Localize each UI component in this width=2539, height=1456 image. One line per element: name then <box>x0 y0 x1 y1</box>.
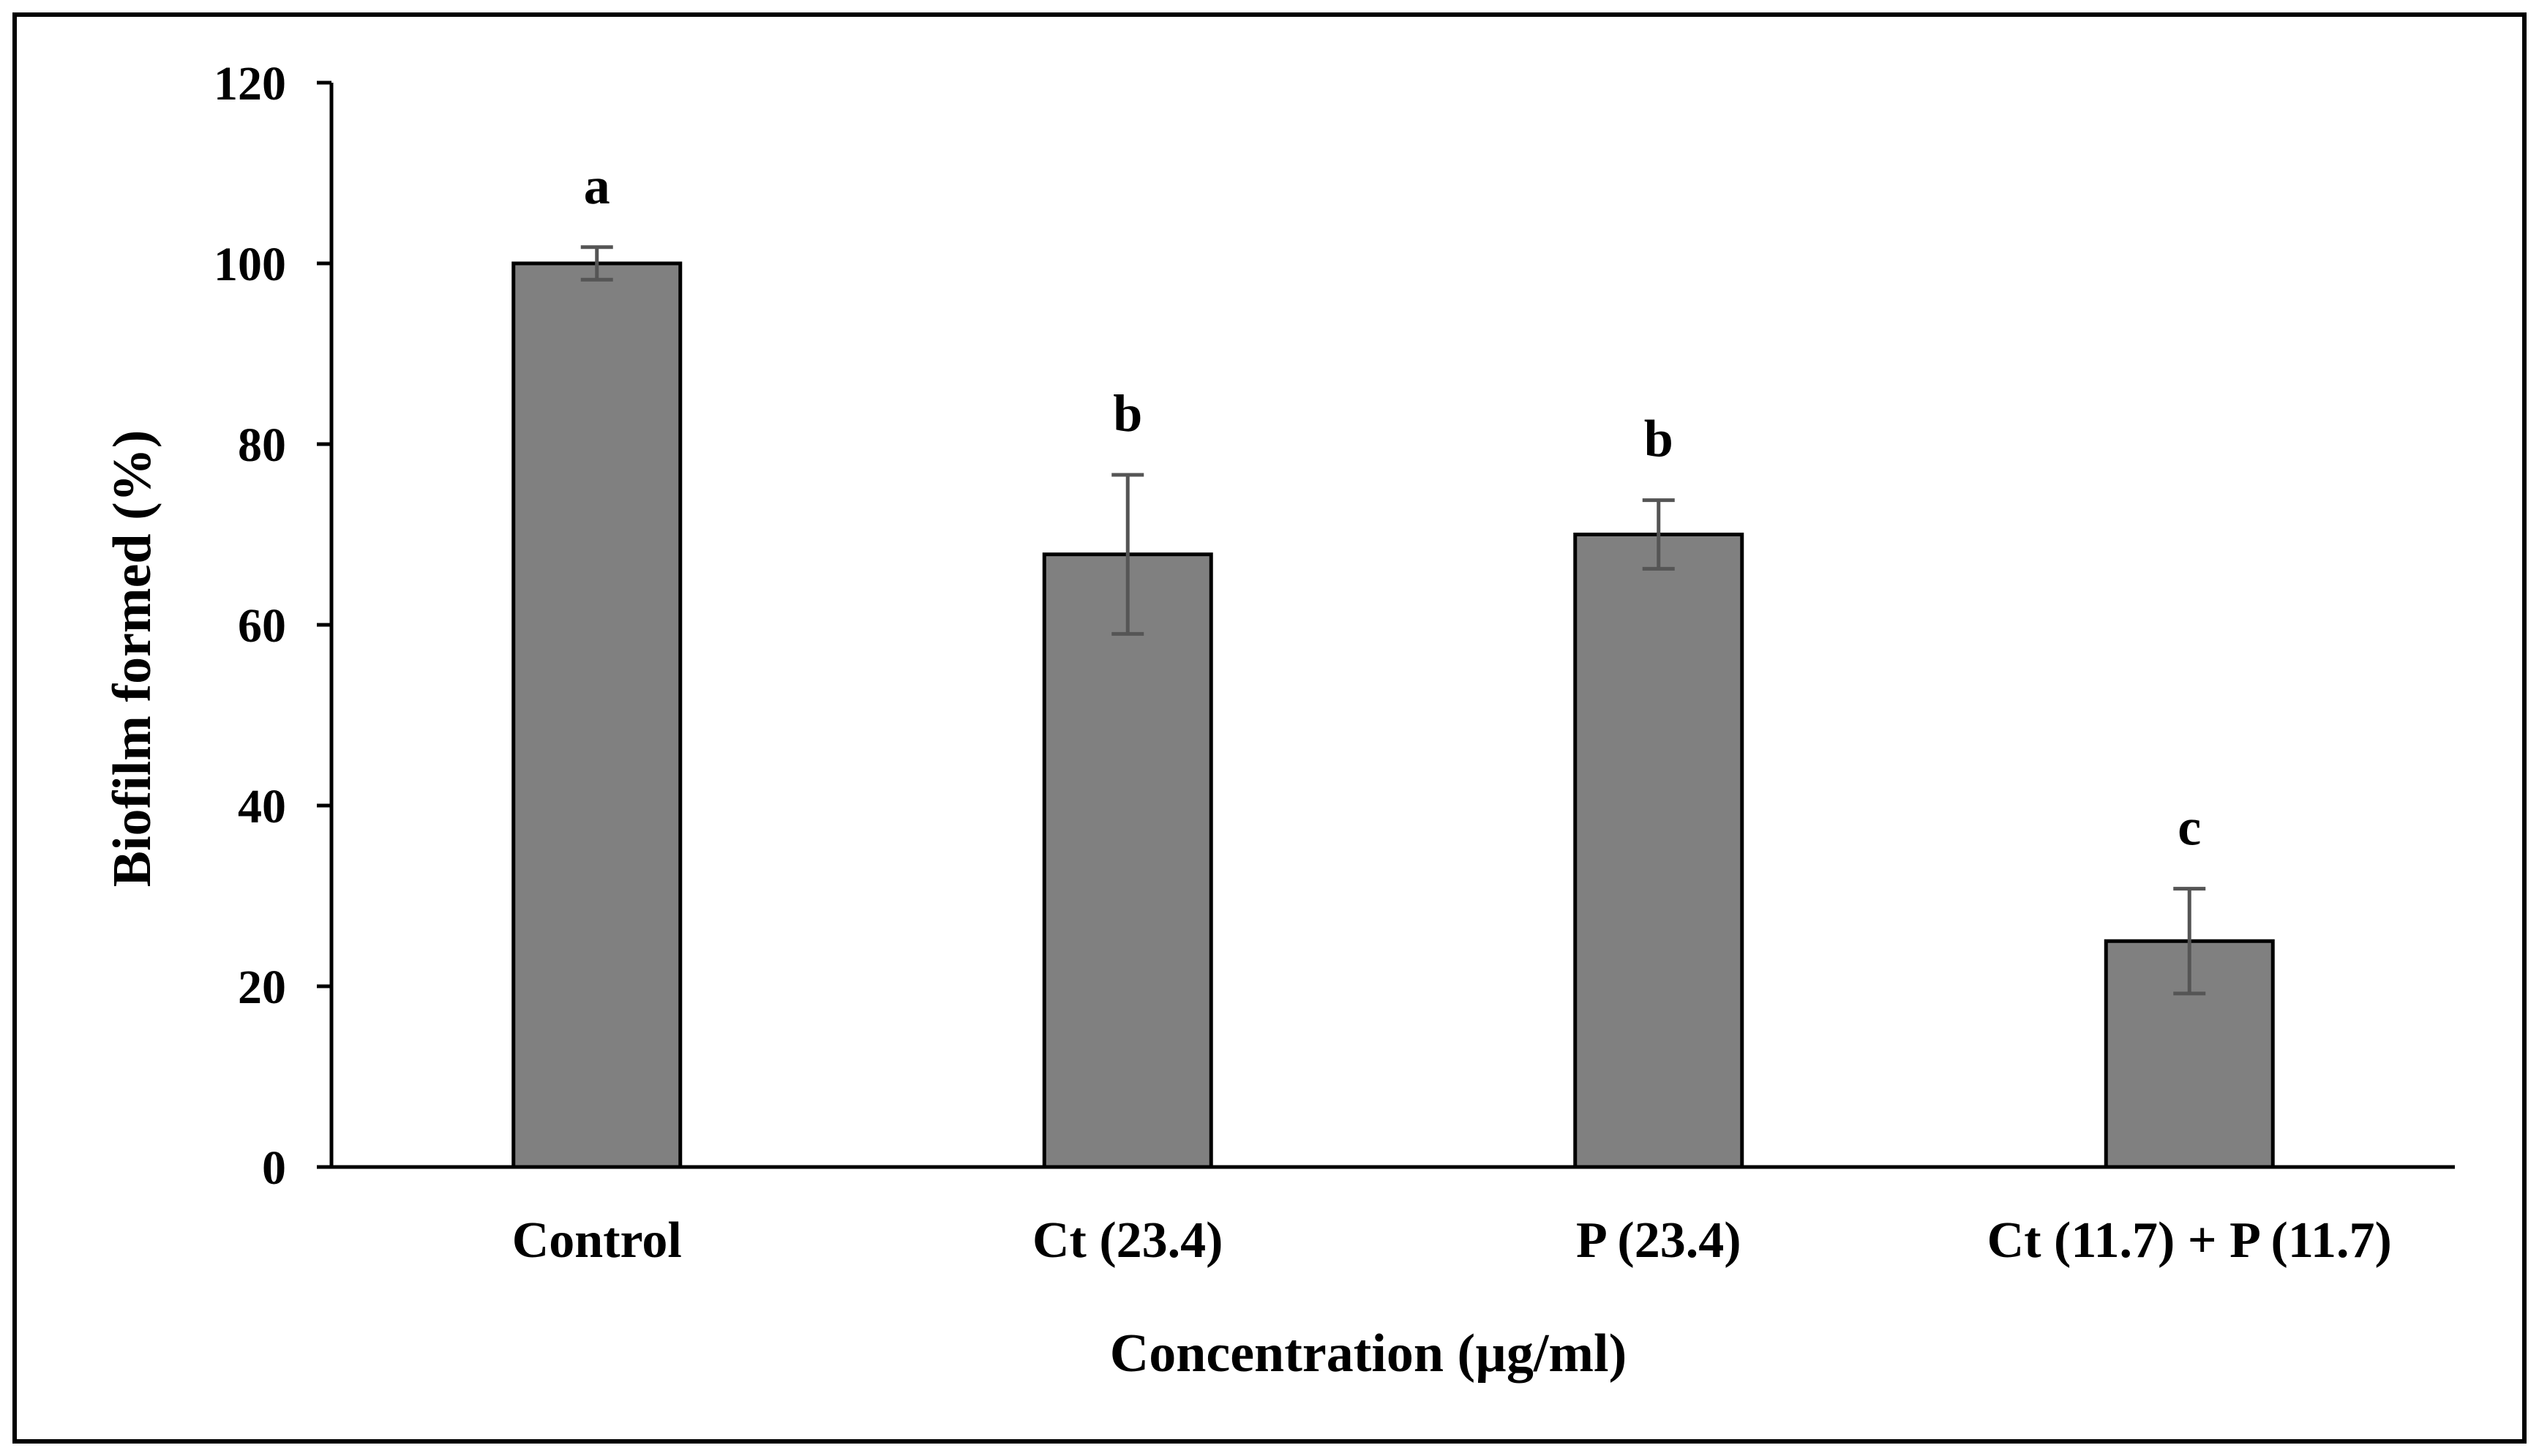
x-category-label: Ct (23.4) <box>1032 1212 1223 1269</box>
y-axis-title: Biofilm formed (%) <box>102 430 162 888</box>
y-tick-label: 100 <box>214 238 286 291</box>
x-axis-title: Concentration (µg/ml) <box>1110 1324 1627 1384</box>
y-tick-label: 60 <box>238 599 286 653</box>
chart-frame <box>12 12 2527 1444</box>
y-tick-label: 40 <box>238 780 286 833</box>
error-bars-layer <box>580 245 2206 996</box>
bar <box>1573 533 1744 1169</box>
category-labels: Control Ct (23.4) P (23.4) Ct (11.7) + P (1… <box>512 1212 2392 1269</box>
significance-letter: c <box>2178 798 2201 857</box>
y-tick-label: 20 <box>238 961 286 1014</box>
significance-letter: b <box>1644 410 1673 468</box>
significance-letter: b <box>1113 384 1142 443</box>
x-category-label: Control <box>512 1212 682 1269</box>
y-tick-labels: 0 20 40 60 80 100 120 <box>214 57 286 1195</box>
y-tick-label: 120 <box>214 57 286 110</box>
x-category-label: P (23.4) <box>1576 1212 1741 1269</box>
x-category-label: Ct (11.7) + P (11.7) <box>1987 1212 2392 1269</box>
significance-labels: a b b c <box>584 157 2201 857</box>
y-tick-label: 80 <box>238 419 286 472</box>
bar <box>1042 552 1213 1169</box>
significance-letter: a <box>584 157 610 215</box>
y-tick-label: 0 <box>262 1141 286 1195</box>
axes-layer <box>317 80 2455 1169</box>
bar <box>511 261 683 1169</box>
